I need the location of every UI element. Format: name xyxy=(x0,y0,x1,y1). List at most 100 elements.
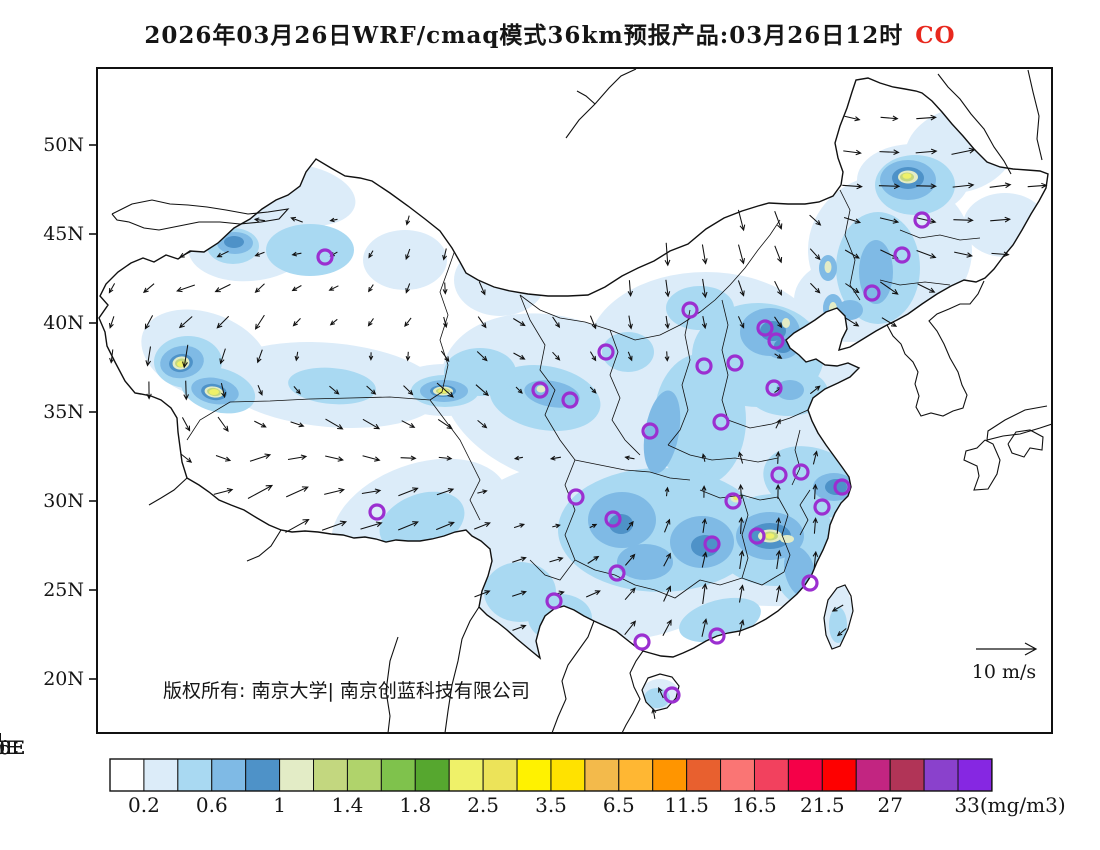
city-marker xyxy=(641,422,659,440)
wind-arrow xyxy=(879,217,900,224)
colorbar-tick-label: 1 xyxy=(273,793,286,817)
wind-arrow xyxy=(627,351,633,362)
wind-arrow xyxy=(405,215,411,226)
shade-blob xyxy=(454,244,546,316)
colorbar-tick-label: 1.8 xyxy=(399,793,431,817)
wind-arrow xyxy=(843,216,862,224)
wind-arrow xyxy=(254,420,267,428)
city-marker xyxy=(608,564,626,582)
wind-arrow xyxy=(515,386,523,394)
colorbar-cell xyxy=(448,758,484,792)
shade-blob xyxy=(400,563,410,569)
colorbar-tick-label: 3.5 xyxy=(535,793,567,817)
wind-arrow xyxy=(775,549,782,570)
wind-arrow xyxy=(328,285,339,291)
coast-korea xyxy=(886,280,985,417)
colorbar-cell xyxy=(279,758,315,792)
wind-arrow xyxy=(178,250,193,258)
city-marker xyxy=(792,463,810,481)
wind-arrow xyxy=(329,318,338,326)
lon-tick-label: 75E xyxy=(0,737,19,759)
wind-arrow xyxy=(917,283,936,293)
wind-arrow xyxy=(664,315,670,330)
wind-arrow xyxy=(812,517,818,534)
colorbar-cell xyxy=(109,758,145,792)
map-inner: 10 m/s 版权所有: 南京大学| 南京创蓝科技有限公司 xyxy=(98,68,1052,733)
shade-blob xyxy=(617,544,673,580)
wind-arrow xyxy=(701,485,707,498)
wind-arrow xyxy=(701,244,708,265)
city-marker xyxy=(597,343,615,361)
city-marker xyxy=(663,686,681,704)
coast-vietnam-coast xyxy=(621,650,644,733)
wind-arrow xyxy=(108,316,115,329)
wind-arrow xyxy=(663,585,672,602)
wind-arrow xyxy=(844,115,861,122)
city-marker xyxy=(633,633,651,651)
wind-arrow xyxy=(512,556,527,563)
wind-arrow xyxy=(738,584,745,603)
wind-scale-arrow xyxy=(976,642,1038,656)
wind-arrow xyxy=(658,686,664,699)
colorbar-tick-label: 0.2 xyxy=(128,793,160,817)
city-marker xyxy=(545,592,563,610)
wind-arrow xyxy=(216,250,229,258)
colorbar-cell xyxy=(177,758,213,792)
wind-arrow xyxy=(146,381,152,400)
lat-tick-label: 30N xyxy=(43,490,84,512)
colorbar-tick-label: 0.6 xyxy=(196,793,228,817)
wind-arrow xyxy=(285,519,310,533)
wind-arrow xyxy=(589,386,597,394)
wind-arrow xyxy=(664,351,670,362)
species-label: CO xyxy=(915,22,956,49)
wind-arrow xyxy=(436,382,454,398)
city-marker xyxy=(765,379,783,397)
taiwan-outline xyxy=(823,584,854,650)
shade-blob xyxy=(224,236,244,248)
shade-blob xyxy=(902,173,912,179)
wind-arrow xyxy=(321,520,348,531)
wind-arrow xyxy=(247,484,274,499)
province-border xyxy=(186,396,431,441)
wind-arrow xyxy=(512,590,527,597)
coast-india-line xyxy=(148,477,188,506)
colorbar-cell xyxy=(855,758,891,792)
colorbar-cell xyxy=(380,758,416,792)
wind-arrow xyxy=(361,488,382,495)
city-marker xyxy=(833,478,851,496)
city-marker xyxy=(681,301,699,319)
colorbar-tick-label: 6.5 xyxy=(603,793,635,817)
wind-arrow xyxy=(587,555,600,564)
coast-japan-kyushu xyxy=(963,439,1001,491)
colorbar-tick-label: 27 xyxy=(877,793,902,817)
wind-arrow xyxy=(362,455,381,462)
city-marker xyxy=(863,284,881,302)
wind-arrow xyxy=(513,523,526,529)
shade-blob xyxy=(536,385,546,393)
wind-arrow xyxy=(774,353,783,359)
wind-arrow xyxy=(701,518,708,533)
wind-arrow xyxy=(812,450,819,465)
wind-arrow xyxy=(362,418,381,430)
wind-arrow xyxy=(549,556,564,563)
city-marker xyxy=(316,248,334,266)
wind-arrow xyxy=(219,348,226,365)
coast-japan-shikoku xyxy=(1007,429,1044,458)
wind-arrow xyxy=(775,483,781,499)
wind-arrow xyxy=(400,455,417,461)
wind-arrow xyxy=(552,351,561,361)
wind-arrow xyxy=(477,419,488,429)
city-markers-layer xyxy=(316,211,931,704)
colorbar-cell xyxy=(821,758,857,792)
lon-tick-label: 135E xyxy=(0,737,25,759)
wind-arrow xyxy=(589,315,597,330)
axis-layer: 50N 45N 40N 35N 30N 25N 20N 75E80E85E90E95E100E… xyxy=(0,134,97,759)
lon-tick-label: 80E xyxy=(0,737,19,759)
city-marker xyxy=(368,503,386,521)
colorbar-cell xyxy=(753,758,789,792)
colorbar-cell xyxy=(143,758,179,792)
wind-arrow xyxy=(291,251,302,257)
wind-arrow xyxy=(842,183,863,190)
colorbar-cell xyxy=(787,758,823,792)
colorbar-cell xyxy=(414,758,450,792)
